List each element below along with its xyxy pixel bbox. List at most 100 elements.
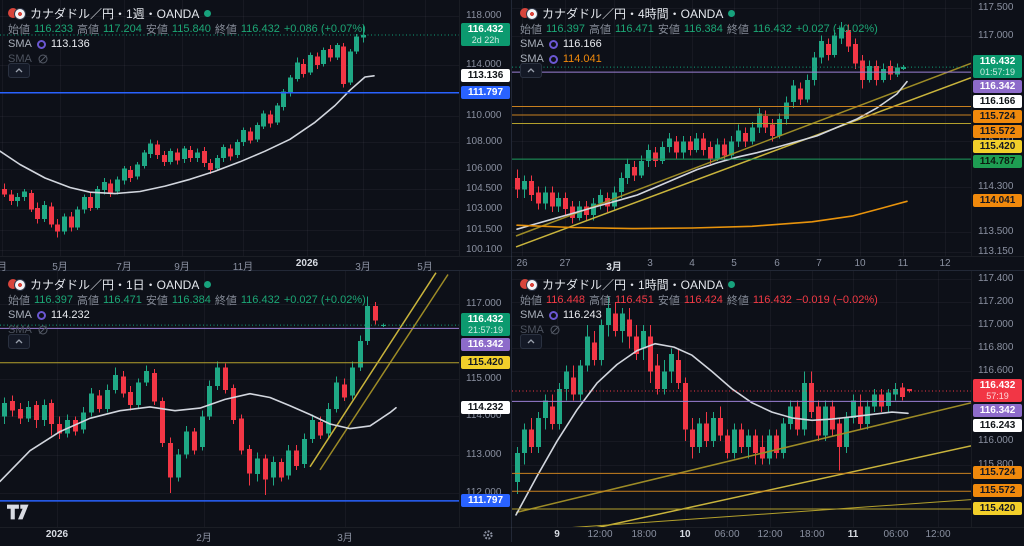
collapse-legend-button[interactable]	[520, 63, 542, 78]
ohlc-row: 始値 116.448 高値 116.451 安値 116.424 終値 116.432 …	[520, 293, 878, 307]
chart-panel-1w: 月 5月 7月 9月 11月 2026 3月 5月 118.000 114.000 110.000…	[0, 0, 512, 273]
legend-1d: カナダドル／円・1日・OANDA 始値 116.397 高値 116.471 安値 1…	[8, 276, 366, 337]
price-label[interactable]: 111.797	[461, 86, 510, 99]
time-tick: 12:00	[587, 529, 613, 540]
close-value: 116.432	[240, 294, 280, 306]
sma-line[interactable]	[516, 80, 908, 230]
price-label[interactable]: 111.797	[461, 494, 510, 507]
price-label[interactable]: 114.232	[461, 401, 510, 414]
time-tick: 18:00	[631, 529, 657, 540]
visibility-off-icon[interactable]	[37, 324, 49, 336]
ohlc-row: 始値 116.397 高値 116.471 安値 116.384 終値 116.432 …	[520, 22, 878, 36]
price-label[interactable]: 116.432 21:57:19	[461, 313, 510, 336]
price-label[interactable]: 116.432 01:57:19	[973, 55, 1022, 78]
trend-line[interactable]	[319, 274, 449, 471]
sma-row-2[interactable]: SMA	[520, 323, 878, 337]
sma-row-1[interactable]: SMA 116.243	[520, 308, 878, 322]
price-axis-1d[interactable]: 117.000 115.000 114.000 113.000 112.000 116.4…	[459, 271, 512, 527]
price-label[interactable]: 115.572	[973, 125, 1022, 138]
time-axis-1h[interactable]: 9 12:00 18:00 10 06:00 12:00 18:00 11 06:00 12:00	[512, 527, 1024, 543]
candles	[2, 25, 366, 238]
sma-row-1[interactable]: SMA 116.166	[520, 37, 878, 51]
open-label: 始値	[8, 24, 30, 36]
price-label[interactable]: 116.243	[973, 419, 1022, 432]
open-value: 116.233	[34, 23, 73, 35]
symbol-row: カナダドル／円・1日・OANDA	[8, 276, 366, 292]
price-label[interactable]: 114.041	[973, 194, 1022, 207]
trend-line[interactable]	[516, 445, 971, 527]
collapse-legend-button[interactable]	[8, 63, 30, 78]
symbol-title[interactable]: カナダドル／円・1時間・OANDA	[542, 277, 724, 292]
price-axis-1h[interactable]: 117.400 117.200 117.000 116.800 116.600 116.0…	[971, 271, 1024, 527]
time-tick: 7	[816, 258, 822, 269]
symbol-title[interactable]: カナダドル／円・4時間・OANDA	[542, 6, 724, 21]
time-tick: 5月	[417, 262, 433, 273]
visibility-off-icon[interactable]	[549, 324, 561, 336]
price-label[interactable]: 114.787	[973, 155, 1022, 168]
time-tick: 9	[554, 529, 560, 540]
time-axis-1d[interactable]: 2026 2月 3月	[0, 527, 512, 544]
time-axis-4h[interactable]: 26 27 3月 3 4 5 6 7 10 11 12	[512, 256, 1024, 273]
price-label[interactable]: 116.432 57:19	[973, 379, 1022, 402]
candlestick-chart-1h[interactable]	[512, 271, 971, 527]
time-tick: 6	[774, 258, 780, 269]
sma-value: 116.166	[562, 38, 602, 50]
trend-line[interactable]	[515, 76, 971, 248]
price-tick: 106.000	[466, 163, 503, 174]
sma-line[interactable]	[516, 200, 908, 230]
price-label[interactable]: 116.342	[973, 80, 1022, 93]
change-value: −0.019 (−0.02%)	[795, 294, 878, 306]
price-label[interactable]: 115.572	[973, 484, 1022, 497]
price-label[interactable]: 115.420	[973, 502, 1022, 515]
candlestick-chart-1d[interactable]	[0, 271, 459, 527]
trend-line[interactable]	[309, 272, 437, 468]
legend-1h: カナダドル／円・1時間・OANDA 始値 116.448 高値 116.451 安値…	[520, 276, 878, 337]
trend-line[interactable]	[552, 499, 971, 527]
chart-panel-1d: 2026 2月 3月 117.000 115.000 114.000 113.000 112…	[0, 271, 512, 544]
sma-row-1[interactable]: SMA 113.136	[8, 37, 366, 51]
price-tick: 116.800	[978, 342, 1014, 353]
symbol-title[interactable]: カナダドル／円・1週・OANDA	[30, 6, 200, 21]
high-label: 高値	[588, 24, 611, 36]
sma-row-2[interactable]: SMA	[8, 323, 366, 337]
price-label[interactable]: 116.166	[973, 95, 1022, 108]
time-tick: 3月	[606, 262, 622, 273]
sma-label: SMA	[520, 324, 544, 336]
price-label[interactable]: 115.724	[973, 466, 1022, 479]
price-label[interactable]: 115.420	[461, 356, 510, 369]
symbol-logo-icon	[8, 278, 26, 291]
price-label[interactable]: 113.136	[461, 69, 510, 82]
sma-row-1[interactable]: SMA 114.232	[8, 308, 366, 322]
collapse-legend-button[interactable]	[520, 334, 542, 349]
price-axis-4h[interactable]: 117.500117.000115.100114.300113.500113.1…	[971, 0, 1024, 257]
price-tick: 114.000	[466, 59, 502, 70]
visibility-off-icon[interactable]	[37, 53, 49, 65]
symbol-logo-icon	[520, 7, 538, 20]
price-label[interactable]: 116.432 2d 22h	[461, 23, 510, 46]
price-label[interactable]: 115.724	[973, 110, 1022, 123]
axis-settings-gear-icon[interactable]	[482, 528, 494, 546]
price-axis-1w[interactable]: 118.000 114.000 110.000 108.000 106.000 104.5…	[459, 0, 512, 256]
close-value: 116.432	[240, 23, 280, 35]
tradingview-logo[interactable]	[7, 504, 29, 525]
symbol-title[interactable]: カナダドル／円・1日・OANDA	[30, 277, 200, 292]
sma-row-2[interactable]: SMA 114.041	[520, 52, 878, 66]
candlestick-chart-4h[interactable]	[512, 0, 971, 256]
legend-1w: カナダドル／円・1週・OANDA 始値 116.233 高値 117.204 安値 1…	[8, 5, 366, 66]
price-label[interactable]: 116.342	[461, 338, 510, 351]
sma-line[interactable]	[0, 75, 375, 195]
grid	[0, 271, 459, 527]
sma-value: 113.136	[50, 38, 90, 50]
open-label: 始値	[520, 295, 542, 307]
sma-line[interactable]	[0, 392, 397, 483]
high-label: 高値	[76, 295, 99, 307]
candlestick-chart-1w[interactable]	[0, 0, 459, 256]
trend-line[interactable]	[515, 402, 971, 514]
candles	[515, 21, 906, 224]
collapse-legend-button[interactable]	[8, 334, 30, 349]
price-label[interactable]: 115.420	[973, 140, 1022, 153]
price-label[interactable]: 116.342	[973, 404, 1022, 417]
sma-row-2[interactable]: SMA	[8, 52, 366, 66]
symbol-row: カナダドル／円・1週・OANDA	[8, 5, 366, 21]
time-axis-1w[interactable]: 月 5月 7月 9月 11月 2026 3月 5月	[0, 256, 512, 273]
